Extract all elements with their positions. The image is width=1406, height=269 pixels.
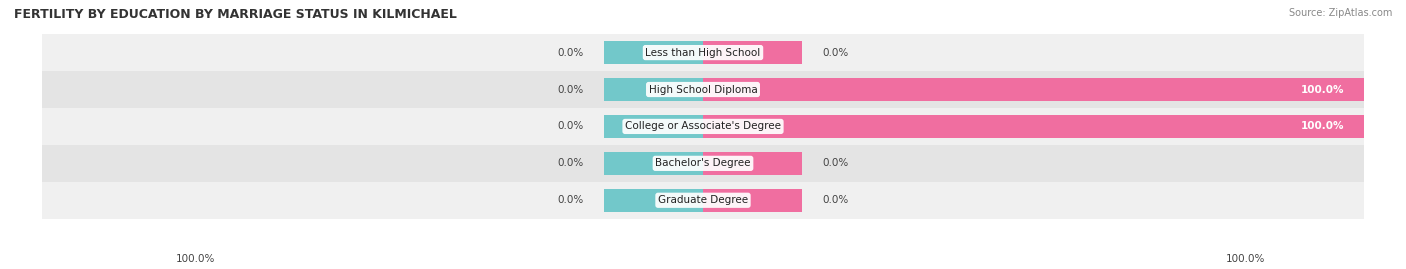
- Bar: [42, 71, 1364, 108]
- Text: 0.0%: 0.0%: [558, 121, 583, 132]
- Text: 0.0%: 0.0%: [558, 48, 583, 58]
- Bar: [703, 189, 801, 212]
- Bar: [703, 115, 1364, 138]
- Text: 0.0%: 0.0%: [823, 48, 848, 58]
- Text: College or Associate's Degree: College or Associate's Degree: [626, 121, 780, 132]
- Bar: [42, 34, 1364, 71]
- Bar: [42, 145, 1364, 182]
- Bar: [42, 108, 1364, 145]
- Text: Less than High School: Less than High School: [645, 48, 761, 58]
- Bar: [703, 41, 801, 64]
- Text: Bachelor's Degree: Bachelor's Degree: [655, 158, 751, 168]
- Text: Source: ZipAtlas.com: Source: ZipAtlas.com: [1288, 8, 1392, 18]
- Text: 0.0%: 0.0%: [823, 195, 848, 205]
- Text: 0.0%: 0.0%: [558, 158, 583, 168]
- Bar: [605, 41, 703, 64]
- Bar: [605, 115, 703, 138]
- Text: High School Diploma: High School Diploma: [648, 84, 758, 94]
- Bar: [605, 189, 703, 212]
- Bar: [703, 78, 1364, 101]
- Text: 100.0%: 100.0%: [1226, 254, 1265, 264]
- Text: 0.0%: 0.0%: [558, 195, 583, 205]
- Bar: [605, 78, 703, 101]
- Text: FERTILITY BY EDUCATION BY MARRIAGE STATUS IN KILMICHAEL: FERTILITY BY EDUCATION BY MARRIAGE STATU…: [14, 8, 457, 21]
- Text: 0.0%: 0.0%: [558, 84, 583, 94]
- Text: 0.0%: 0.0%: [823, 158, 848, 168]
- Text: Graduate Degree: Graduate Degree: [658, 195, 748, 205]
- Text: 100.0%: 100.0%: [176, 254, 215, 264]
- Text: 100.0%: 100.0%: [1301, 84, 1344, 94]
- Bar: [703, 152, 801, 175]
- Bar: [42, 182, 1364, 219]
- Text: 100.0%: 100.0%: [1301, 121, 1344, 132]
- Bar: [605, 152, 703, 175]
